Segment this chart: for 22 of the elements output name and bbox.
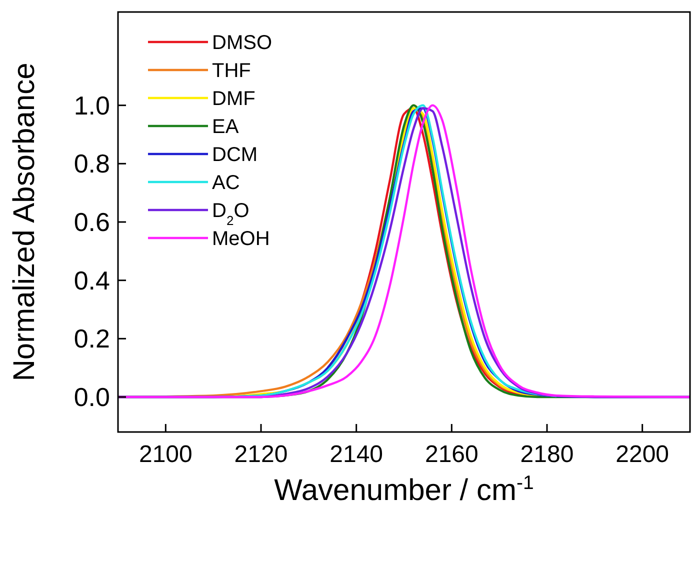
legend-label: AC: [212, 172, 240, 194]
y-tick-label: 0.2: [74, 324, 110, 354]
legend-label: EA: [212, 116, 240, 138]
x-tick-label: 2120: [234, 441, 288, 468]
y-tick-label: 1.0: [74, 90, 110, 120]
legend-label: THF: [212, 60, 251, 82]
x-tick-label: 2160: [424, 441, 478, 468]
y-axis-title: Normalized Absorbance: [8, 62, 41, 382]
legend-label: MeOH: [212, 228, 270, 250]
y-tick-label: 0.0: [74, 382, 110, 412]
legend-label: DMF: [212, 88, 256, 110]
legend-label: DCM: [212, 144, 258, 166]
y-tick-label: 0.8: [74, 148, 110, 179]
x-tick-label: 2200: [616, 441, 670, 468]
legend-label: DMSO: [212, 32, 272, 54]
x-tick-label: 2100: [138, 441, 192, 468]
y-tick-label: 0.4: [74, 265, 110, 296]
x-tick-label: 2140: [330, 441, 384, 468]
legend-label: D$_{2}$O: [212, 200, 250, 228]
y-tick-label: 0.6: [74, 207, 110, 237]
x-axis-title: Wavenumber / cm$^{-1}$: [274, 472, 534, 507]
x-tick-label: 2180: [520, 441, 574, 468]
